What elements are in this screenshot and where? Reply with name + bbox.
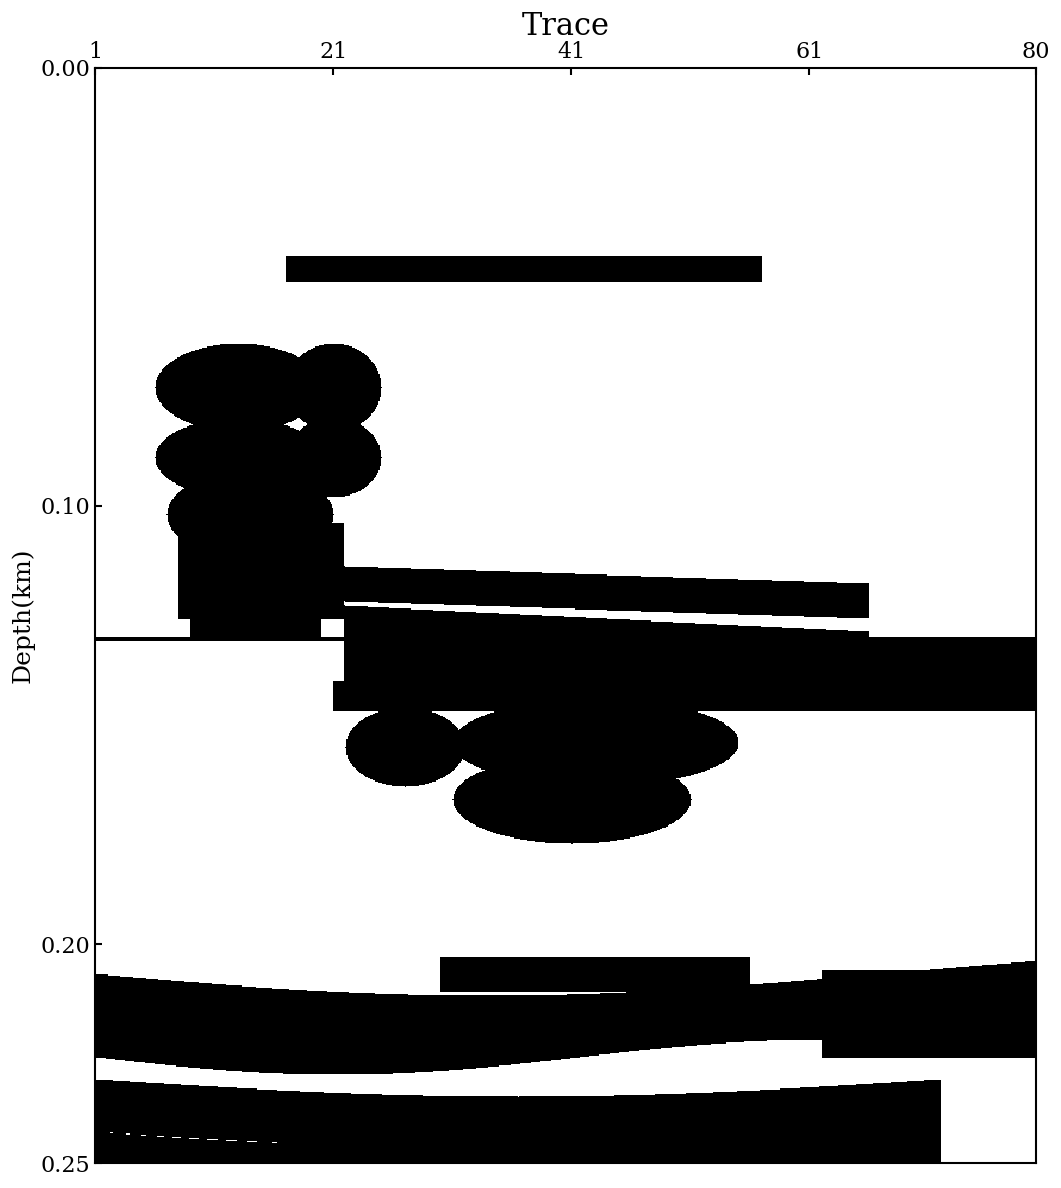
X-axis label: Trace: Trace — [521, 11, 609, 42]
Y-axis label: Depth(km): Depth(km) — [11, 548, 35, 683]
